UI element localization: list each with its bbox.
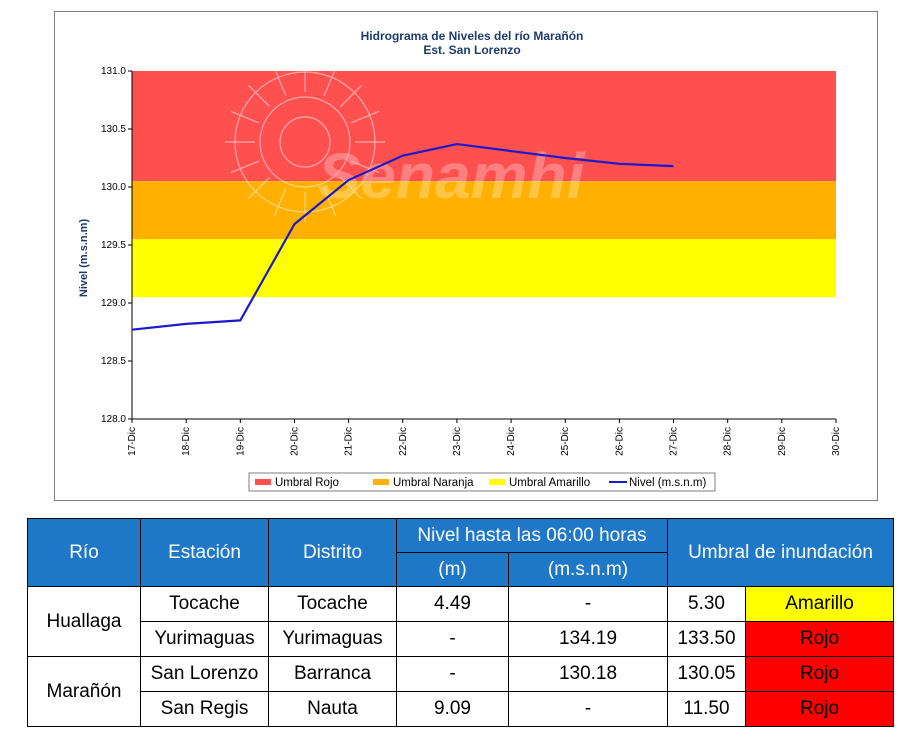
header-distrito: Distrito <box>268 518 397 587</box>
header-m: (m) <box>396 552 509 587</box>
level-msnm-cell: - <box>508 691 668 727</box>
legend-swatch <box>255 479 271 485</box>
legend: Umbral Rojo Umbral Naranja Umbral Amarillo… <box>248 472 716 492</box>
level-m-cell: - <box>396 621 509 657</box>
header-estacion: Estación <box>140 518 269 587</box>
x-tick-label: 22-Dic <box>398 427 409 456</box>
threshold-cell: 5.30 <box>667 586 746 622</box>
y-tick-label: 129.0 <box>101 298 126 309</box>
legend-box <box>248 472 716 492</box>
station-cell: Yurimaguas <box>140 621 269 657</box>
level-msnm-cell: 130.18 <box>508 656 668 692</box>
x-tick-label: 30-Dic <box>831 427 842 456</box>
river-cell: Huallaga <box>27 586 141 657</box>
x-tick-label: 17-Dic <box>127 427 138 456</box>
x-tick-label: 23-Dic <box>452 427 463 456</box>
sun-logo-watermark <box>225 62 385 222</box>
station-cell: Tocache <box>140 586 269 622</box>
x-tick-label: 28-Dic <box>723 427 734 456</box>
threshold-cell: 11.50 <box>667 691 746 727</box>
table-row: Marañón San Lorenzo Barranca - 130.18 13… <box>27 656 894 727</box>
level-msnm-cell: - <box>508 586 668 622</box>
x-tick-label: 19-Dic <box>235 427 246 456</box>
series-line-nivel <box>131 142 674 331</box>
y-tick-label: 131.0 <box>101 66 126 77</box>
threshold-cell: 133.50 <box>667 621 746 657</box>
x-tick-label: 20-Dic <box>289 427 300 456</box>
chart-frame: Hidrograma de Niveles del río Marañón Es… <box>54 11 878 501</box>
x-tick-label: 26-Dic <box>614 427 625 456</box>
level-m-cell: 9.09 <box>396 691 509 727</box>
x-tick-label: 18-Dic <box>181 427 192 456</box>
district-cell: Barranca <box>268 656 397 692</box>
band-umbral-rojo <box>132 71 836 182</box>
header-nivel: Nivel hasta las 06:00 horas <box>396 518 668 553</box>
y-tick-label: 130.5 <box>101 124 126 135</box>
table-row: Huallaga Tocache Tocache 4.49 - 5.30 Ama… <box>27 586 894 657</box>
legend-entry: Umbral Rojo <box>275 477 339 489</box>
alert-cell: Rojo <box>745 621 894 657</box>
threshold-cell: 130.05 <box>667 656 746 692</box>
x-tick-label: 21-Dic <box>344 427 355 456</box>
alert-cell: Amarillo <box>745 586 894 622</box>
table-row: San Regis Nauta 9.09 - 11.50 Rojo <box>28 691 894 727</box>
chart-title: Hidrograma de Niveles del río Marañón <box>361 29 584 43</box>
y-tick-label: 128.5 <box>101 356 126 367</box>
band-umbral-naranja <box>132 181 836 240</box>
header-umbral: Umbral de inundación <box>667 518 894 587</box>
district-cell: Nauta <box>268 691 397 727</box>
x-tick-label: 29-Dic <box>777 427 788 456</box>
header-rio: Río <box>27 518 141 587</box>
alert-cell: Rojo <box>745 656 894 692</box>
legend-entry: Umbral Naranja <box>393 477 474 489</box>
alert-cell: Rojo <box>745 691 894 727</box>
y-tick-label: 130.0 <box>101 182 126 193</box>
senamhi-watermark: Senamhi <box>318 140 586 212</box>
chart-subtitle: Est. San Lorenzo <box>423 43 520 57</box>
station-cell: San Lorenzo <box>140 656 269 692</box>
level-msnm-cell: 134.19 <box>508 621 668 657</box>
x-tick-label: 27-Dic <box>669 427 680 456</box>
district-cell: Yurimaguas <box>268 621 397 657</box>
band-umbral-amarillo <box>132 239 836 298</box>
station-cell: San Regis <box>140 691 269 727</box>
level-m-cell: - <box>396 656 509 692</box>
flood-threshold-table: Río Estación Distrito Nivel hasta las 06… <box>27 518 894 727</box>
x-tick-label: 25-Dic <box>560 427 571 456</box>
legend-swatch <box>373 479 389 485</box>
header-msnm: (m.s.n.m) <box>508 552 668 587</box>
y-tick-label: 129.5 <box>101 240 126 251</box>
legend-swatch <box>489 479 505 485</box>
district-cell: Tocache <box>268 586 397 622</box>
table-row: Yurimaguas Yurimaguas - 134.19 133.50 Ro… <box>28 621 894 657</box>
y-axis-label: Nivel (m.s.n.m) <box>78 219 90 298</box>
x-tick-label: 24-Dic <box>506 427 517 456</box>
legend-entry: Umbral Amarillo <box>509 477 590 489</box>
legend-entry: Nivel (m.s.n.m) <box>629 477 706 489</box>
hydrograph-chart: Hidrograma de Niveles del río Marañón Es… <box>78 29 842 492</box>
river-cell: Marañón <box>27 656 141 727</box>
y-tick-label: 128.0 <box>101 414 126 425</box>
level-m-cell: 4.49 <box>396 586 509 622</box>
